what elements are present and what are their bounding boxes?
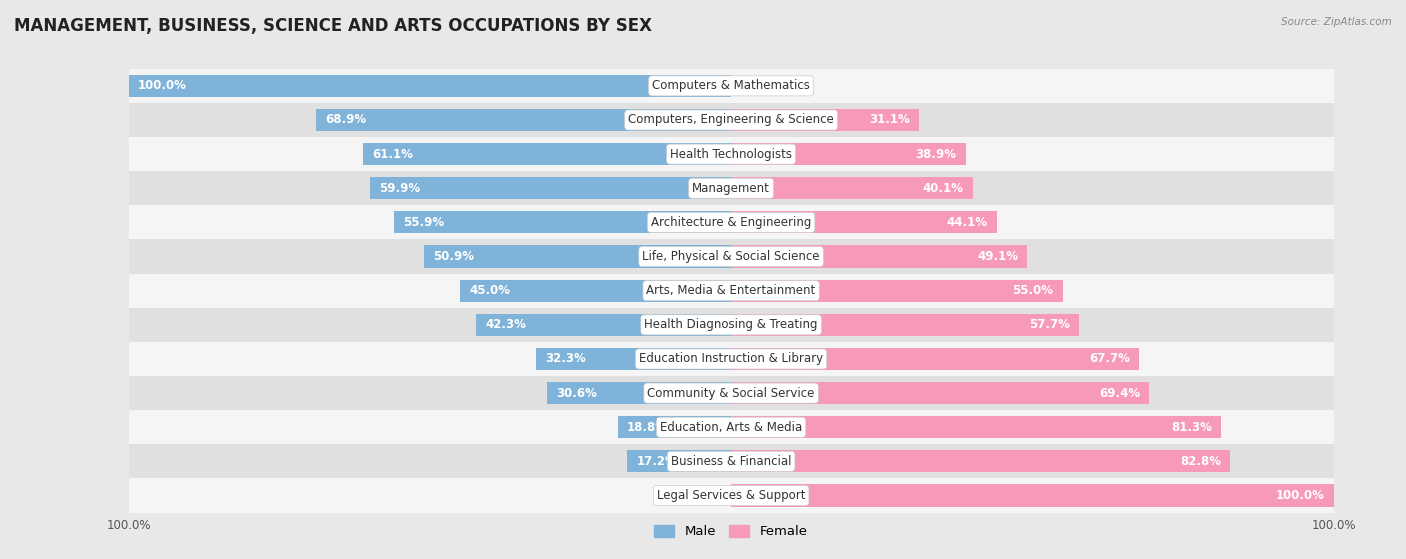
Text: 30.6%: 30.6%: [555, 387, 596, 400]
Text: 100.0%: 100.0%: [107, 519, 150, 532]
Bar: [128, 273, 1334, 308]
Bar: [731, 245, 1026, 268]
Bar: [731, 348, 1139, 370]
Bar: [316, 109, 731, 131]
Bar: [128, 171, 1334, 205]
Text: 67.7%: 67.7%: [1090, 353, 1130, 366]
Bar: [617, 416, 731, 438]
Text: 49.1%: 49.1%: [977, 250, 1018, 263]
Text: Education Instruction & Library: Education Instruction & Library: [640, 353, 823, 366]
Text: 61.1%: 61.1%: [373, 148, 413, 160]
Bar: [128, 103, 1334, 137]
Bar: [128, 239, 1334, 273]
Bar: [731, 416, 1220, 438]
Bar: [363, 143, 731, 165]
Text: Computers, Engineering & Science: Computers, Engineering & Science: [628, 113, 834, 126]
Text: Legal Services & Support: Legal Services & Support: [657, 489, 806, 502]
Bar: [731, 211, 997, 234]
Bar: [394, 211, 731, 234]
Bar: [731, 177, 973, 200]
Bar: [731, 109, 918, 131]
Text: 59.9%: 59.9%: [380, 182, 420, 195]
Text: Health Technologists: Health Technologists: [671, 148, 792, 160]
Text: Architecture & Engineering: Architecture & Engineering: [651, 216, 811, 229]
Bar: [731, 280, 1063, 302]
Text: 0.0%: 0.0%: [737, 79, 766, 92]
Text: 82.8%: 82.8%: [1180, 455, 1220, 468]
Legend: Male, Female: Male, Female: [650, 519, 813, 543]
Bar: [128, 205, 1334, 239]
Bar: [460, 280, 731, 302]
Bar: [477, 314, 731, 336]
Text: 100.0%: 100.0%: [138, 79, 187, 92]
Text: 0.0%: 0.0%: [696, 489, 725, 502]
Text: 17.2%: 17.2%: [637, 455, 678, 468]
Bar: [731, 382, 1149, 404]
Bar: [370, 177, 731, 200]
Bar: [128, 376, 1334, 410]
Bar: [128, 69, 1334, 103]
Text: 100.0%: 100.0%: [1312, 519, 1355, 532]
Bar: [425, 245, 731, 268]
Text: 38.9%: 38.9%: [915, 148, 956, 160]
Bar: [128, 75, 731, 97]
Text: 81.3%: 81.3%: [1171, 421, 1212, 434]
Text: 32.3%: 32.3%: [546, 353, 586, 366]
Text: MANAGEMENT, BUSINESS, SCIENCE AND ARTS OCCUPATIONS BY SEX: MANAGEMENT, BUSINESS, SCIENCE AND ARTS O…: [14, 17, 652, 35]
Text: 57.7%: 57.7%: [1029, 318, 1070, 331]
Text: Health Diagnosing & Treating: Health Diagnosing & Treating: [644, 318, 818, 331]
Bar: [537, 348, 731, 370]
Bar: [547, 382, 731, 404]
Text: 45.0%: 45.0%: [470, 284, 510, 297]
Text: Business & Financial: Business & Financial: [671, 455, 792, 468]
Text: 31.1%: 31.1%: [869, 113, 910, 126]
Bar: [128, 342, 1334, 376]
Text: Computers & Mathematics: Computers & Mathematics: [652, 79, 810, 92]
Bar: [128, 137, 1334, 171]
Text: 44.1%: 44.1%: [946, 216, 988, 229]
Text: 18.8%: 18.8%: [627, 421, 668, 434]
Text: 50.9%: 50.9%: [433, 250, 474, 263]
Text: 100.0%: 100.0%: [1275, 489, 1324, 502]
Bar: [731, 450, 1230, 472]
Text: Management: Management: [692, 182, 770, 195]
Bar: [731, 485, 1334, 506]
Bar: [128, 308, 1334, 342]
Text: 40.1%: 40.1%: [922, 182, 963, 195]
Bar: [128, 410, 1334, 444]
Text: 55.0%: 55.0%: [1012, 284, 1053, 297]
Text: Life, Physical & Social Science: Life, Physical & Social Science: [643, 250, 820, 263]
Text: 42.3%: 42.3%: [485, 318, 526, 331]
Text: Education, Arts & Media: Education, Arts & Media: [659, 421, 803, 434]
Text: 68.9%: 68.9%: [325, 113, 366, 126]
Text: Arts, Media & Entertainment: Arts, Media & Entertainment: [647, 284, 815, 297]
Text: 55.9%: 55.9%: [404, 216, 444, 229]
Text: 69.4%: 69.4%: [1099, 387, 1140, 400]
Bar: [128, 444, 1334, 479]
Bar: [128, 479, 1334, 513]
Text: Source: ZipAtlas.com: Source: ZipAtlas.com: [1281, 17, 1392, 27]
Bar: [627, 450, 731, 472]
Bar: [731, 143, 966, 165]
Text: Community & Social Service: Community & Social Service: [647, 387, 815, 400]
Bar: [731, 314, 1078, 336]
